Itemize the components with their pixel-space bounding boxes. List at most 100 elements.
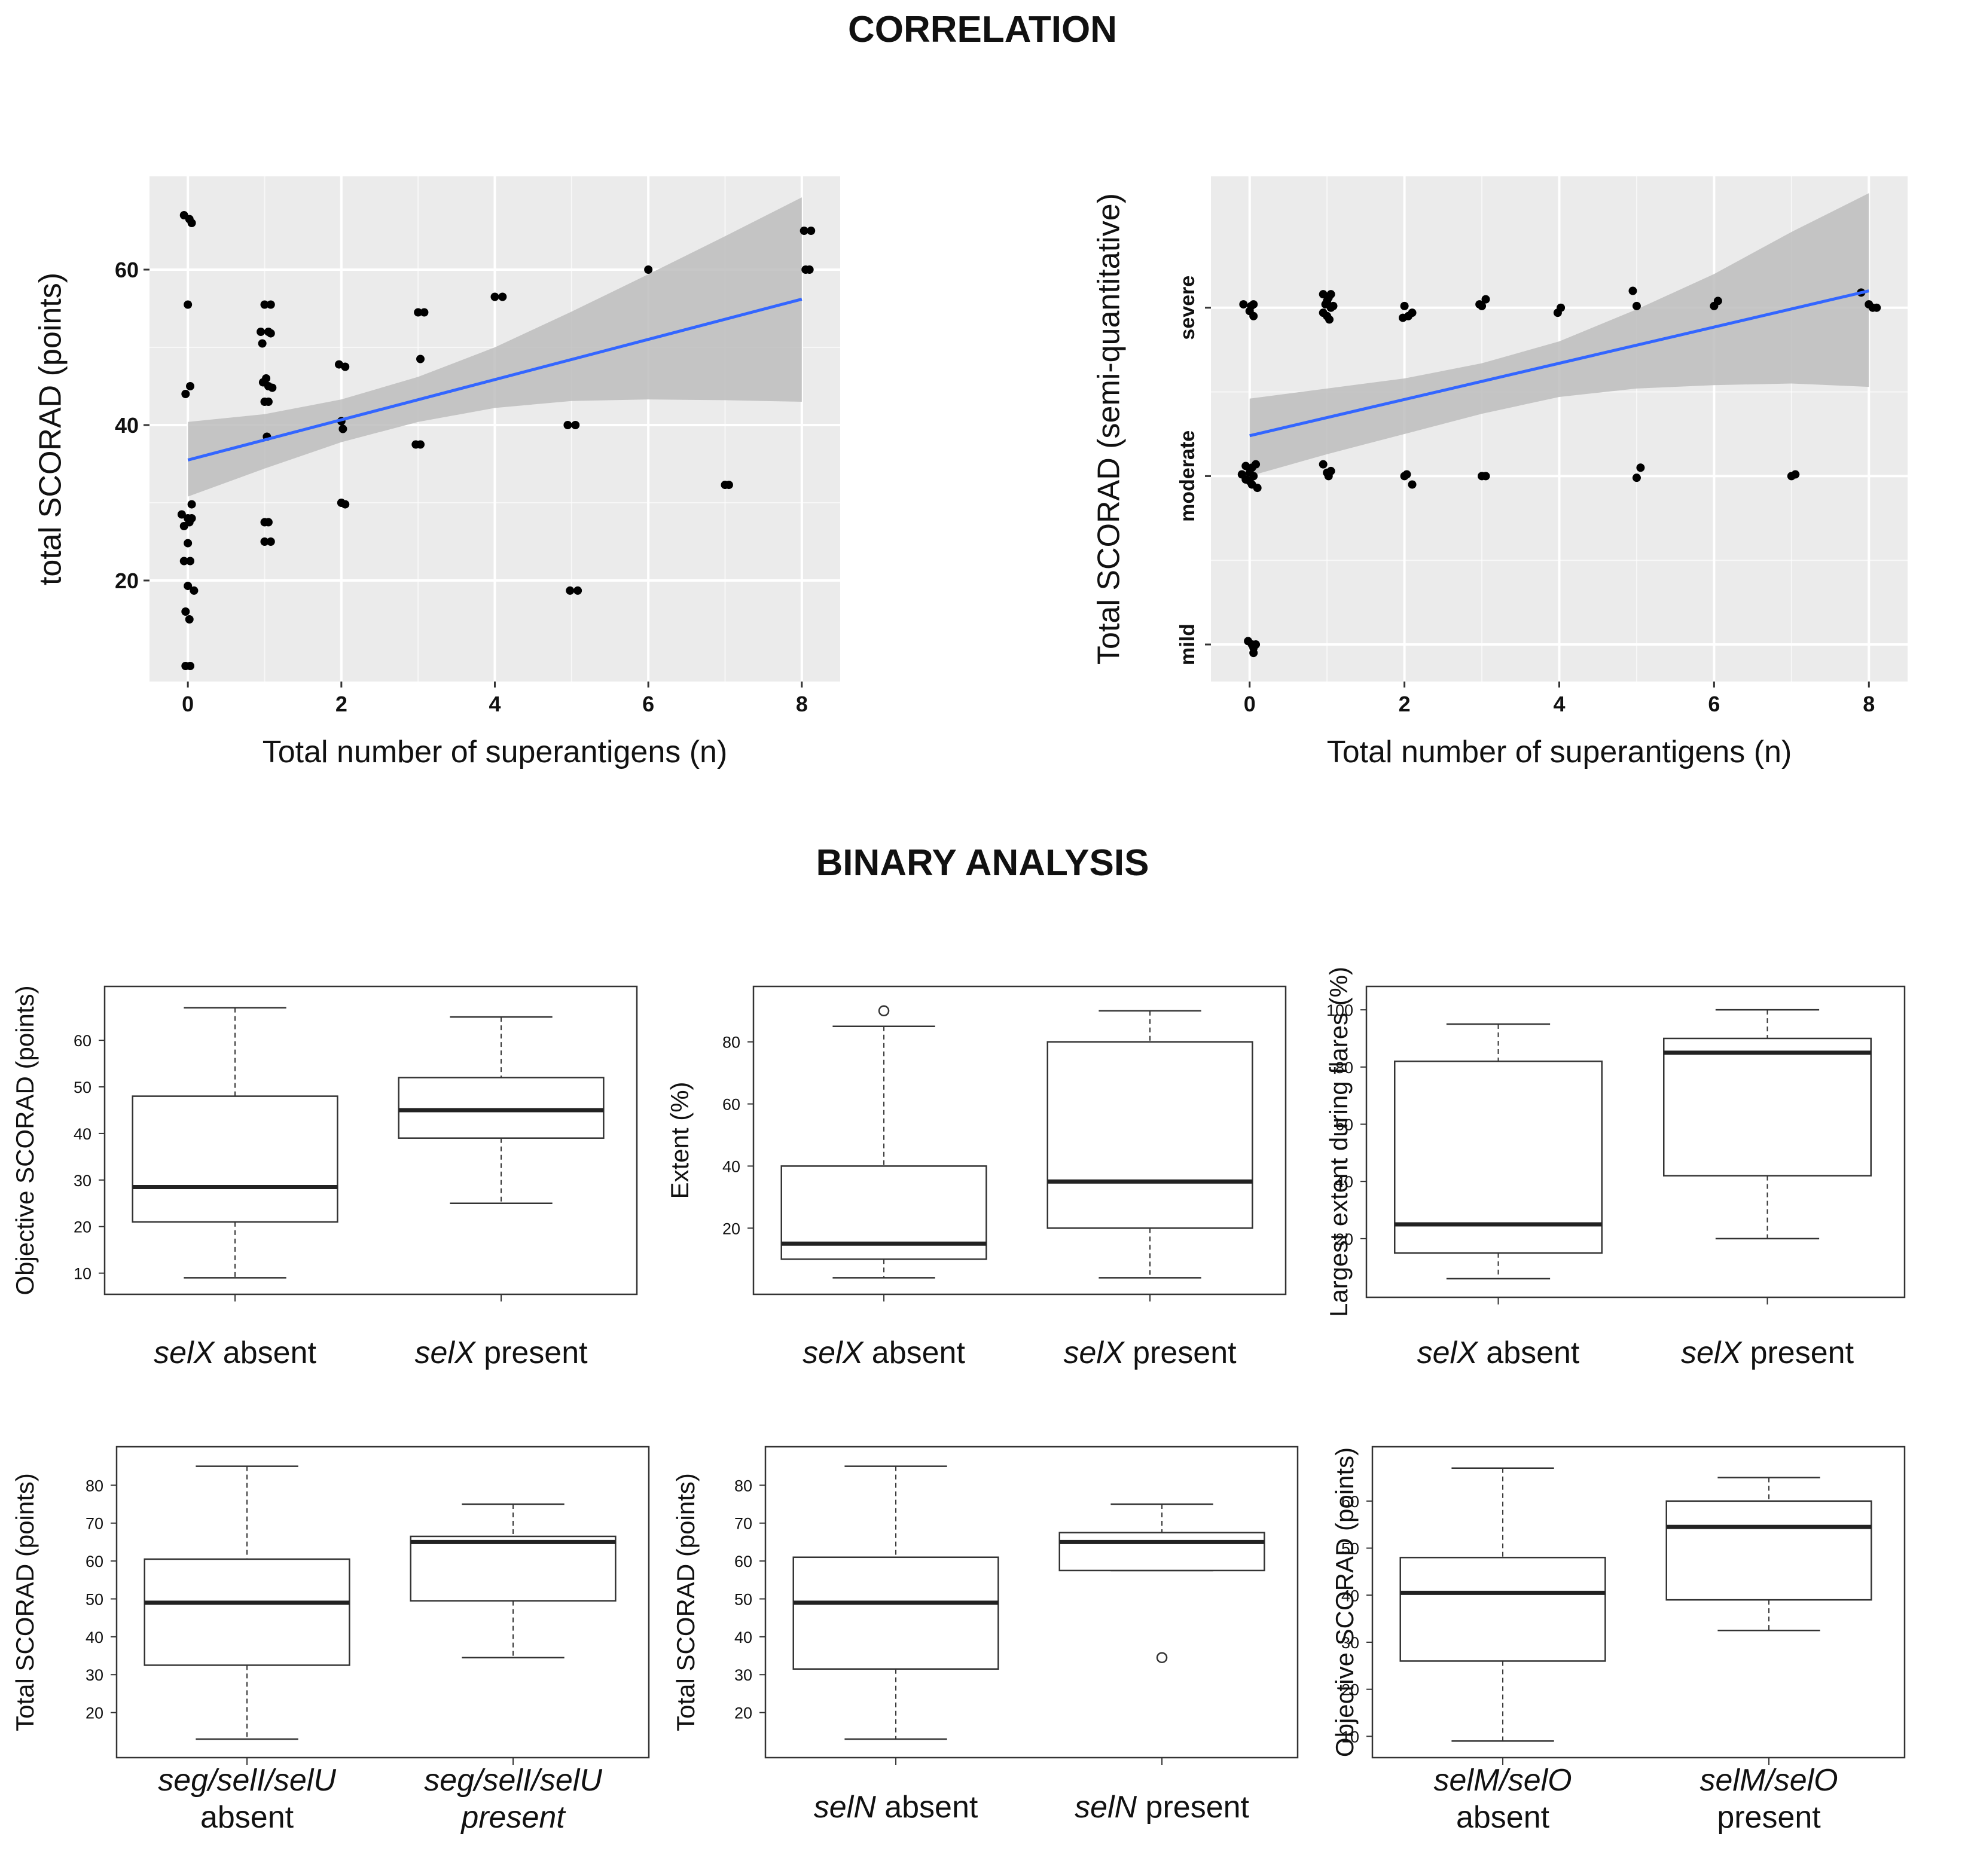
boxplot-2-frame [752, 985, 1287, 1296]
boxplot-5-category-label: selN present [1075, 1790, 1249, 1825]
boxplot-6-y-tick-label: 30 [1341, 1634, 1359, 1652]
scatter-1-point [264, 518, 273, 527]
scatter-2-point [1791, 470, 1800, 479]
boxplot-6-y-tick-label: 40 [1341, 1587, 1359, 1605]
scatter-2-point [1475, 300, 1484, 309]
scatter-1-point [266, 537, 275, 546]
boxplot-6-box [1399, 1557, 1606, 1662]
scatter-2-point [1323, 468, 1332, 477]
scatter-1-point [177, 510, 186, 519]
scatter-1-point [566, 586, 575, 595]
scatter-1-point [187, 500, 196, 509]
scatter-2-point [1408, 480, 1417, 489]
boxplot-4-frame [115, 1446, 650, 1759]
boxplot-2-y-tick-label: 20 [722, 1220, 740, 1238]
boxplot-3-y-axis-label: Largest extent during flares (%) [1325, 967, 1353, 1317]
boxplot-6-category-label: present [1717, 1800, 1821, 1835]
scatter-1-x-tick-label: 8 [796, 692, 808, 716]
scatter-2-point [1252, 460, 1261, 469]
boxplot-5-y-tick-label: 30 [734, 1666, 752, 1684]
boxplot-1-y-tick-label: 30 [74, 1172, 91, 1190]
scatter-2-point [1249, 649, 1258, 658]
scatter-1-point [416, 355, 425, 363]
boxplot-2-y-tick-label: 60 [722, 1096, 740, 1114]
scatter-1-x-axis-label: Total number of superantigens (n) [263, 735, 728, 769]
boxplot-3-y-tick-label: 60 [1335, 1116, 1353, 1134]
boxplot-5-y-tick-label: 20 [734, 1704, 752, 1722]
scatter-2-point [1319, 460, 1328, 469]
boxplot-6-y-tick-label: 60 [1341, 1493, 1359, 1511]
boxplot-6-y-tick-label: 10 [1341, 1728, 1359, 1746]
binary-analysis-title: BINARY ANALYSIS [816, 842, 1149, 884]
boxplot-3-category-label: selX absent [1417, 1336, 1580, 1370]
scatter-1-point [185, 615, 194, 624]
scatter-1-x-tick-label: 4 [489, 692, 501, 716]
boxplot-5-y-tick-label: 40 [734, 1628, 752, 1646]
boxplot-2-y-tick-label: 40 [722, 1157, 740, 1175]
scatter-1-point [179, 557, 188, 566]
boxplot-5-y-tick-label: 70 [734, 1515, 752, 1533]
boxplot-1-y-tick-label: 50 [74, 1078, 91, 1096]
boxplot-5-box [792, 1556, 999, 1670]
scatter-2-point [1400, 301, 1409, 310]
scatter-2-point [1872, 303, 1881, 312]
boxplot-1-category-label: selX absent [154, 1336, 316, 1370]
scatter-1-point [179, 522, 188, 530]
boxplot-3-box [1394, 1061, 1603, 1254]
boxplot-5-box [1058, 1532, 1265, 1572]
scatter-1-point [724, 481, 733, 490]
boxplot-3-category-label: selX present [1681, 1336, 1854, 1370]
scatter-1-x-tick-label: 6 [642, 692, 654, 716]
scatter-2-point [1249, 300, 1258, 309]
boxplot-3-y-tick-label: 80 [1335, 1059, 1353, 1077]
boxplot-3-y-tick-label: 20 [1335, 1230, 1353, 1248]
scatter-1-point [184, 300, 193, 309]
scatter-1-y-axis-label: total SCORAD (points) [33, 273, 68, 585]
boxplot-2-y-tick-label: 80 [722, 1034, 740, 1052]
boxplot-4-y-tick-label: 50 [86, 1590, 103, 1608]
scatter-1-point [338, 424, 347, 433]
scatter-1-fit-line [187, 297, 803, 462]
boxplot-1-frame [103, 985, 638, 1296]
boxplot-3-y-tick-label: 40 [1335, 1173, 1353, 1191]
scatter-2-point [1239, 300, 1248, 309]
scatter-2-x-axis-label: Total number of superantigens (n) [1327, 735, 1792, 769]
scatter-1-point [258, 339, 267, 348]
boxplot-6-frame [1371, 1446, 1906, 1759]
scatter-2-point [1628, 286, 1637, 295]
scatter-1-point [190, 586, 199, 595]
scatter-1-point [264, 398, 273, 406]
boxplot-2-category-label: selX absent [803, 1336, 965, 1370]
scatter-2-point [1636, 463, 1645, 472]
scatter-2-fit-line [1249, 289, 1869, 438]
scatter-1-point [186, 557, 195, 566]
boxplot-4-y-tick-label: 40 [86, 1628, 103, 1646]
scatter-2-x-tick-label: 4 [1553, 692, 1565, 716]
scatter-2-x-tick-label: 6 [1708, 692, 1720, 716]
scatter-2-y-tick-label: mild [1176, 624, 1199, 665]
scatter-1-point [181, 390, 190, 398]
scatter-1-point [563, 421, 572, 429]
boxplot-1-y-tick-label: 20 [74, 1218, 91, 1236]
boxplot-4-box [410, 1535, 617, 1602]
boxplot-4-category-label: seg/selI/selU [158, 1763, 336, 1798]
boxplot-2-box [1046, 1041, 1253, 1229]
scatter-2-x-tick-label: 2 [1399, 692, 1411, 716]
scatter-2-point [1632, 301, 1641, 310]
scatter-1-x-tick-label: 0 [182, 692, 194, 716]
scatter-2-point [1713, 297, 1722, 305]
scatter-1-point [266, 329, 275, 338]
scatter-2-point [1253, 484, 1262, 493]
boxplot-1-y-axis-label: Objective SCORAD (points) [11, 985, 39, 1295]
boxplot-4-y-tick-label: 20 [86, 1704, 103, 1722]
boxplot-4-category-label: seg/selI/selU [424, 1763, 602, 1798]
boxplot-5-outlier [1156, 1652, 1168, 1663]
scatter-2-confidence-band [1249, 193, 1869, 476]
boxplot-6-y-axis-label: Objective SCORAD (points) [1331, 1447, 1359, 1757]
boxplot-6-category-label: selM/selO [1699, 1763, 1838, 1798]
boxplot-1-category-label: selX present [415, 1336, 588, 1370]
scatter-2-y-axis-label: Total SCORAD (semi-quantitative) [1092, 193, 1127, 665]
scatter-2-point [1321, 300, 1330, 309]
scatter-1-point [805, 265, 814, 274]
